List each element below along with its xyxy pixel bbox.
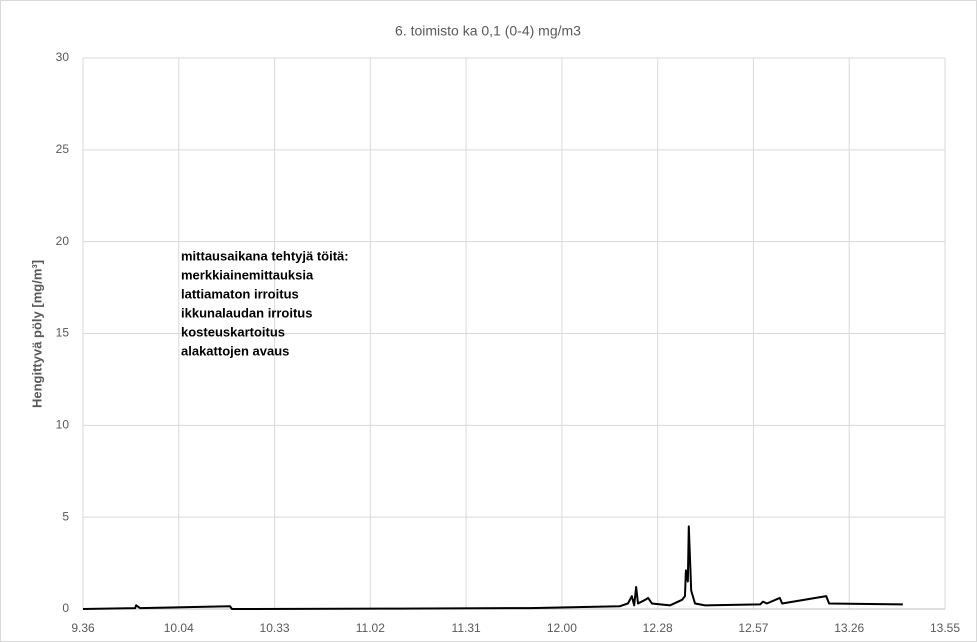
x-tick-label: 12.28: [643, 621, 673, 635]
x-tick-label: 12.00: [547, 621, 577, 635]
x-tick-label: 13.55: [930, 621, 960, 635]
annotation: mittausaikana tehtyjä töitä:: [181, 248, 349, 263]
annotation: ikkunalaudan irroitus: [181, 305, 312, 320]
x-tick-label: 11.31: [452, 621, 481, 635]
y-tick-label: 25: [56, 142, 70, 156]
y-tick-label: 20: [56, 234, 70, 248]
data-line: [82, 525, 903, 610]
x-tick-label: 11.02: [356, 621, 385, 635]
x-tick-label: 10.04: [164, 621, 194, 635]
x-tick-label: 12.57: [738, 621, 768, 635]
annotation: merkkiainemittauksia: [181, 267, 314, 282]
x-tick-label: 9.36: [71, 621, 95, 635]
x-tick-label: 13.26: [834, 621, 864, 635]
annotation: alakattojen avaus: [181, 343, 289, 358]
y-tick-label: 5: [62, 509, 69, 523]
annotation: kosteuskartoitus: [181, 324, 285, 339]
y-axis-title: Hengittyvä pöly [mg/m³]: [29, 260, 44, 408]
chart-title: 6. toimisto ka 0,1 (0-4) mg/m3: [395, 23, 581, 39]
annotation: lattiamaton irroitus: [181, 286, 299, 301]
y-tick-label: 30: [56, 50, 70, 64]
y-tick-label: 15: [56, 326, 70, 340]
x-tick-label: 10.33: [260, 621, 290, 635]
y-tick-label: 0: [62, 601, 69, 615]
y-tick-label: 10: [56, 418, 70, 432]
